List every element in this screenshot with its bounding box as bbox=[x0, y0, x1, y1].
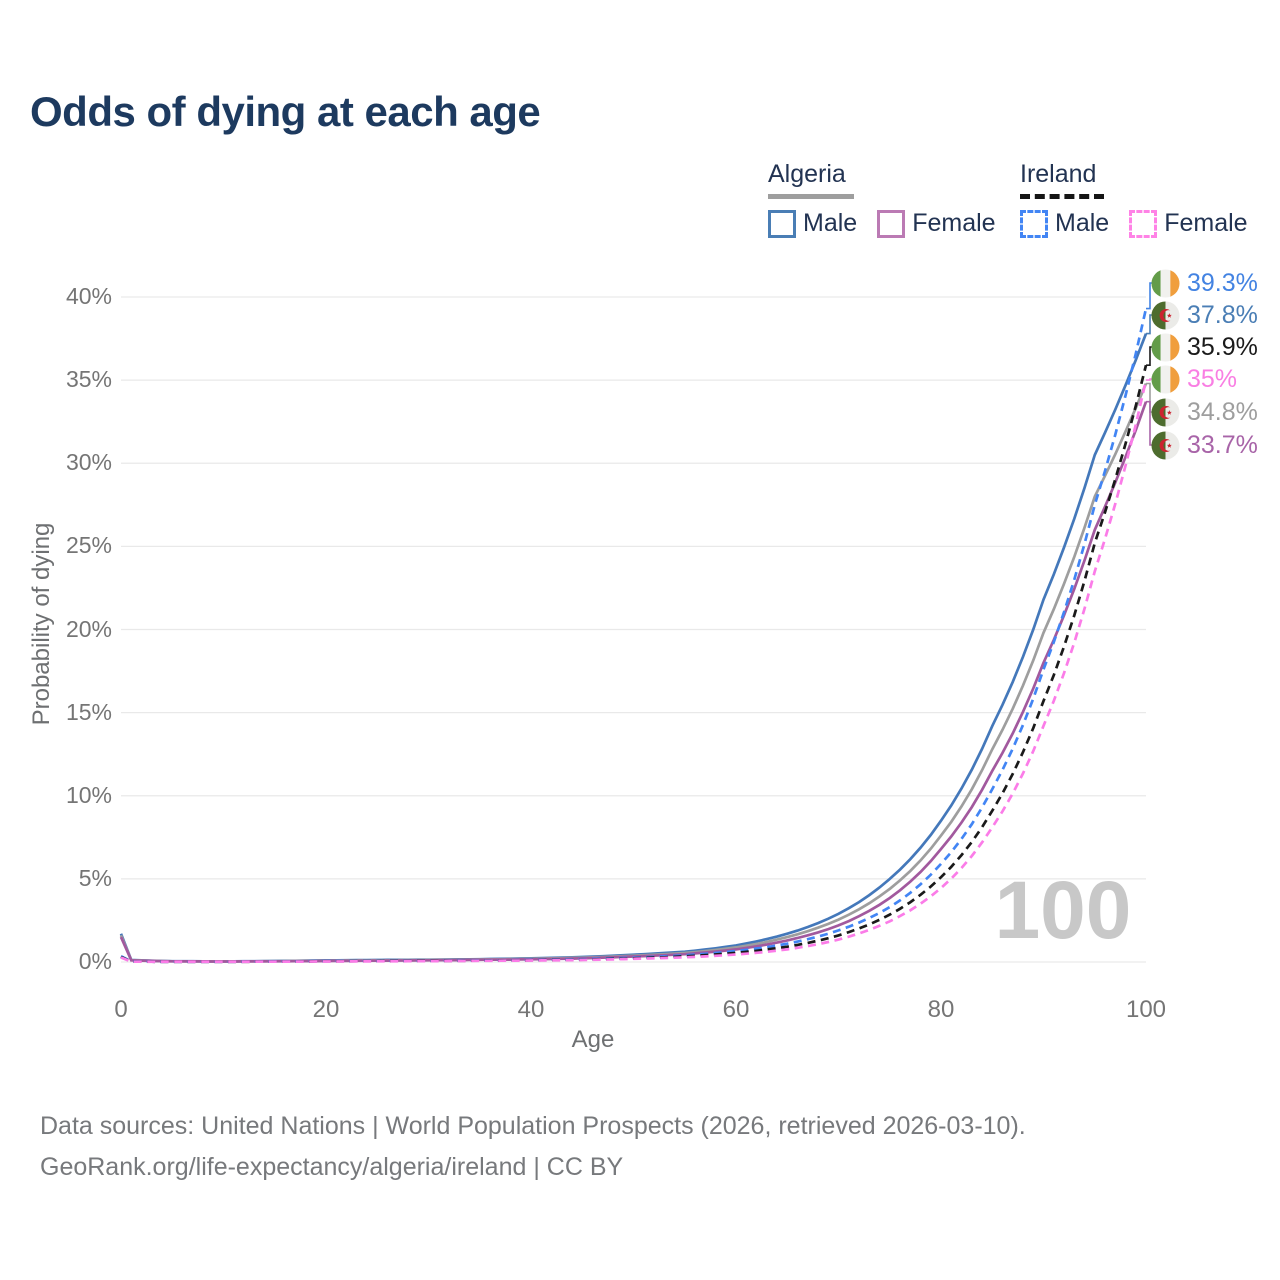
y-axis-tick-label: 15% bbox=[65, 698, 112, 725]
ireland-flag-icon bbox=[1151, 364, 1180, 394]
legend-group-ireland: Ireland Male Female bbox=[1020, 160, 1248, 238]
algeria-female-swatch-icon bbox=[877, 209, 906, 238]
legend-country-algeria: Algeria bbox=[768, 160, 846, 188]
legend-item-ireland-male[interactable]: Male bbox=[1020, 209, 1109, 238]
ireland-flag-icon bbox=[1151, 332, 1180, 362]
legend-item-label: Male bbox=[1055, 209, 1110, 237]
y-axis-tick-label: 25% bbox=[65, 532, 112, 559]
end-value-label-ireland-female: 35% bbox=[1151, 364, 1237, 394]
series-line-ireland-male bbox=[120, 308, 1148, 964]
x-axis-title: Age bbox=[571, 1026, 615, 1053]
x-axis-tick-label: 40 bbox=[517, 996, 545, 1023]
end-value-label-ireland-both: 35.9% bbox=[1151, 332, 1258, 362]
hovered-age-annotation: 100 bbox=[994, 865, 1132, 956]
legend-item-label: Female bbox=[912, 209, 996, 237]
x-axis-tick-label: 80 bbox=[927, 996, 955, 1023]
y-axis-tick-label: 0% bbox=[78, 948, 112, 974]
legend-item-algeria-male[interactable]: Male bbox=[768, 209, 857, 238]
algeria-flag-icon bbox=[1151, 430, 1180, 460]
algeria-flag-icon bbox=[1151, 397, 1180, 427]
x-axis-tick-label: 20 bbox=[312, 996, 340, 1023]
ireland-male-swatch-icon bbox=[1020, 209, 1048, 238]
x-axis-tick-label: 60 bbox=[722, 996, 750, 1023]
footer-data-sources: Data sources: United Nations | World Pop… bbox=[40, 1112, 1026, 1140]
end-value-text: 35% bbox=[1187, 364, 1238, 393]
end-value-label-algeria-both: 34.8% bbox=[1151, 397, 1258, 427]
legend-underline-ireland-dashed bbox=[1020, 194, 1104, 199]
ireland-female-swatch-icon bbox=[1129, 209, 1158, 238]
algeria-flag-icon bbox=[1151, 300, 1180, 330]
y-axis-tick-label: 35% bbox=[65, 366, 112, 393]
legend-item-ireland-female[interactable]: Female bbox=[1129, 209, 1248, 238]
legend-underline-algeria-solid bbox=[768, 194, 854, 199]
end-value-label-algeria-female: 33.7% bbox=[1151, 430, 1258, 460]
end-value-label-ireland-male: 39.3% bbox=[1151, 268, 1258, 298]
end-value-text: 37.8% bbox=[1187, 300, 1258, 329]
legend-item-algeria-female[interactable]: Female bbox=[877, 209, 996, 238]
y-axis-tick-label: 30% bbox=[65, 449, 112, 476]
legend-group-algeria: Algeria Male Female bbox=[768, 160, 996, 238]
x-axis-tick-label: 100 bbox=[1125, 996, 1167, 1023]
end-value-text: 33.7% bbox=[1187, 430, 1258, 459]
x-axis-tick-label: 0 bbox=[114, 996, 128, 1023]
end-value-text: 39.3% bbox=[1187, 268, 1258, 297]
end-value-text: 34.8% bbox=[1187, 397, 1258, 426]
algeria-male-swatch-icon bbox=[768, 209, 796, 238]
footer-attribution: GeoRank.org/life-expectancy/algeria/irel… bbox=[40, 1152, 624, 1181]
ireland-flag-icon bbox=[1151, 268, 1180, 298]
y-axis-tick-label: 20% bbox=[65, 615, 112, 642]
y-axis-tick-label: 10% bbox=[65, 781, 112, 808]
end-value-text: 35.9% bbox=[1187, 332, 1258, 361]
legend-item-label: Male bbox=[803, 209, 858, 237]
end-value-label-algeria-male: 37.8% bbox=[1151, 300, 1258, 330]
y-axis-tick-label: 40% bbox=[65, 283, 112, 309]
y-axis-tick-label: 5% bbox=[78, 864, 112, 891]
footer-caption: Data sources: United Nations | World Pop… bbox=[40, 1106, 1026, 1187]
page-title: Odds of dying at each age bbox=[30, 88, 541, 135]
legend-country-ireland: Ireland bbox=[1020, 160, 1097, 188]
series-line-ireland-female bbox=[120, 379, 1148, 964]
legend-item-label: Female bbox=[1164, 209, 1248, 237]
